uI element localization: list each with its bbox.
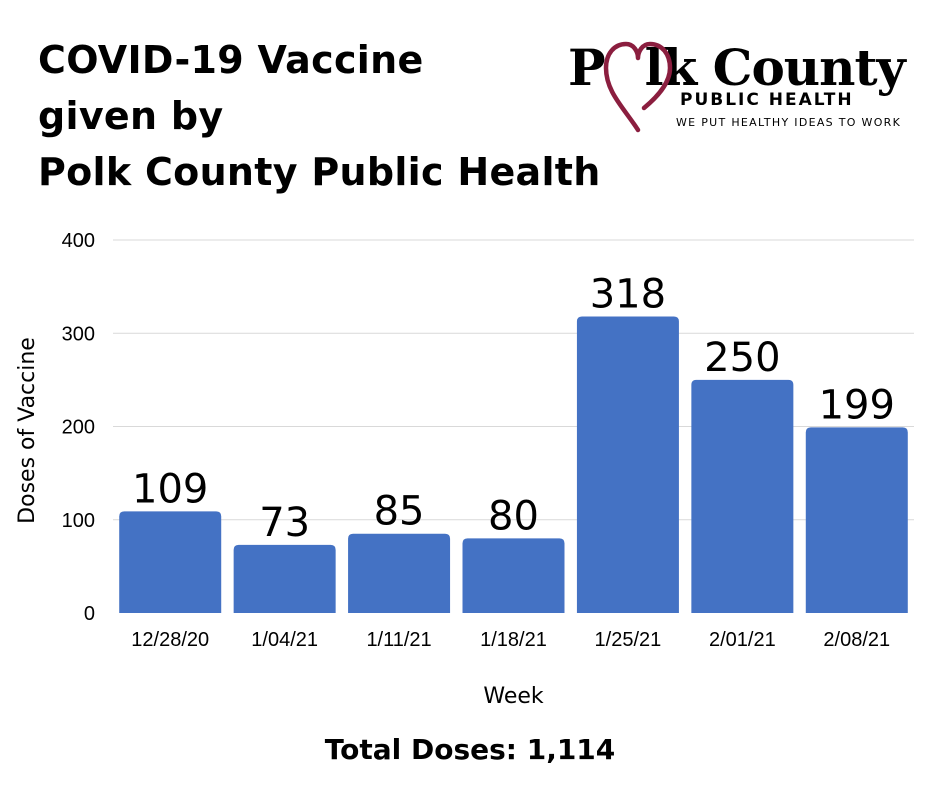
logo-wordmark-rest: lk County (644, 38, 906, 97)
data-label: 318 (590, 271, 666, 317)
title-line: COVID-19 Vaccine (38, 38, 424, 82)
x-tick-label: 1/04/21 (251, 629, 318, 651)
y-tick-label: 100 (62, 510, 95, 532)
data-label: 85 (374, 489, 425, 535)
x-tick-label: 1/11/21 (366, 629, 431, 651)
logo-tagline: WE PUT HEALTHY IDEAS TO WORK (676, 116, 902, 129)
x-tick-label: 1/25/21 (595, 629, 662, 651)
chart-title: COVID-19 Vaccine given by Polk County Pu… (38, 32, 601, 200)
x-tick-label: 12/28/20 (131, 629, 209, 651)
logo-subtitle: PUBLIC HEALTH (680, 90, 854, 110)
bar-1-25-21 (576, 316, 679, 613)
bar-1-11-21 (348, 533, 451, 613)
bar-2-08-21 (805, 427, 908, 613)
y-tick-label: 300 (62, 323, 95, 345)
y-tick-label: 0 (84, 603, 95, 625)
y-axis-title: Doses of Vaccine (15, 337, 40, 524)
bar-1-04-21 (233, 544, 336, 613)
heart-icon (603, 41, 673, 133)
x-tick-label: 1/18/21 (480, 629, 547, 651)
total-doses: Total Doses: 1,114 (324, 733, 616, 766)
bar-12-28-20 (119, 511, 222, 613)
y-tick-label: 200 (62, 417, 95, 439)
data-label: 80 (488, 493, 539, 539)
x-axis-title: Week (483, 684, 544, 709)
title-line: Polk County Public Health (38, 150, 601, 194)
y-tick-label: 400 (62, 230, 95, 252)
data-label: 199 (819, 382, 895, 428)
data-label: 109 (132, 466, 208, 512)
bar-2-01-21 (691, 379, 794, 613)
bar-1-18-21 (462, 538, 565, 613)
data-label: 73 (259, 500, 310, 546)
title-line: given by (38, 94, 224, 138)
data-label: 250 (704, 335, 780, 381)
x-tick-label: 2/08/21 (823, 629, 890, 651)
x-tick-label: 2/01/21 (709, 629, 776, 651)
logo-wordmark-p: P (568, 38, 606, 97)
bar-chart: 0 100 200 300 400 109 12/28/20 73 1/04/21 85 1/11/… (15, 230, 914, 709)
